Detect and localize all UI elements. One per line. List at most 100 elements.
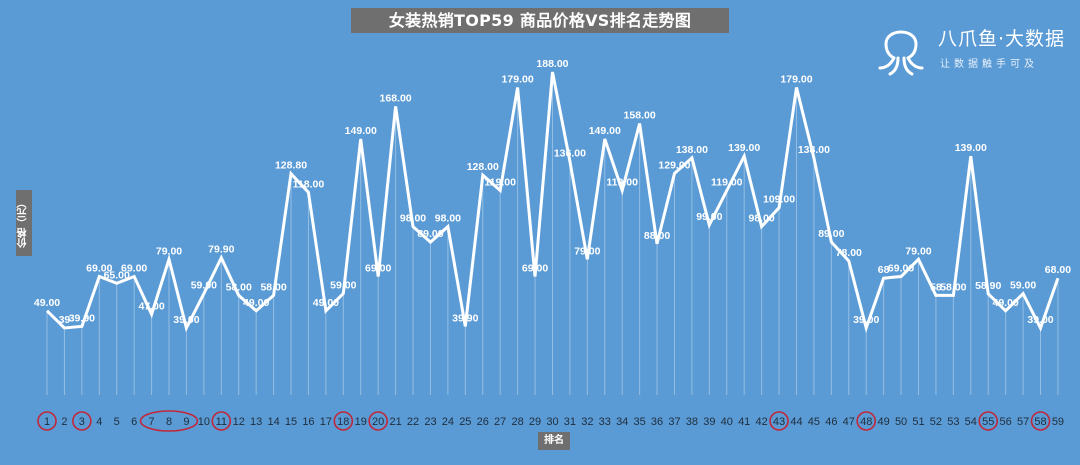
data-label: 69.00 bbox=[86, 262, 112, 274]
x-tick-label: 19 bbox=[355, 416, 367, 428]
data-label: 158.00 bbox=[624, 110, 656, 122]
data-label: 39.90 bbox=[452, 312, 478, 324]
data-label: 98.00 bbox=[435, 213, 461, 225]
data-label: 58 bbox=[930, 281, 942, 293]
x-tick-label: 8 bbox=[166, 416, 172, 428]
rank-highlight-circle bbox=[37, 411, 57, 431]
data-label: 128.80 bbox=[275, 160, 307, 172]
x-tick-label: 25 bbox=[459, 416, 471, 428]
x-tick-label: 59 bbox=[1052, 416, 1064, 428]
data-label: 149.00 bbox=[345, 125, 377, 137]
x-tick-label: 33 bbox=[599, 416, 611, 428]
price-line bbox=[45, 71, 1060, 334]
x-tick-label: 38 bbox=[686, 416, 698, 428]
x-tick-label: 46 bbox=[825, 416, 837, 428]
data-label: 79.90 bbox=[208, 244, 234, 256]
data-label: 98.00 bbox=[400, 213, 426, 225]
data-label: 118.00 bbox=[293, 178, 325, 190]
x-tick-label: 47 bbox=[843, 416, 855, 428]
data-label: 39.90 bbox=[69, 312, 95, 324]
x-tick-label: 26 bbox=[477, 416, 489, 428]
data-label: 59.00 bbox=[330, 280, 356, 292]
data-label: 68 bbox=[878, 264, 890, 276]
data-label: 79.00 bbox=[905, 245, 931, 257]
octopus-icon bbox=[878, 30, 924, 76]
rank-highlight-circle bbox=[1030, 411, 1051, 431]
data-label: 179.00 bbox=[780, 73, 812, 85]
x-tick-label: 51 bbox=[912, 416, 924, 428]
data-label: 119.00 bbox=[711, 177, 743, 189]
rank-highlight-circle bbox=[368, 411, 388, 431]
rank-highlight-circle bbox=[333, 411, 354, 431]
x-axis-label: 排名 bbox=[538, 432, 570, 450]
data-label: 188.00 bbox=[536, 58, 568, 70]
x-tick-label: 56 bbox=[1000, 416, 1012, 428]
data-label: 129.00 bbox=[658, 159, 690, 171]
x-tick-label: 52 bbox=[930, 416, 942, 428]
data-label: 68.00 bbox=[1045, 264, 1071, 276]
x-tick-label: 3 bbox=[79, 416, 85, 428]
rank-highlight-circle bbox=[769, 411, 789, 431]
x-tick-label: 17 bbox=[320, 416, 332, 428]
x-tick-label: 28 bbox=[511, 416, 523, 428]
x-tick-label: 57 bbox=[1017, 416, 1029, 428]
data-label: 65.00 bbox=[104, 269, 130, 281]
data-label: 69.00 bbox=[121, 262, 147, 274]
x-tick-label: 36 bbox=[651, 416, 663, 428]
x-tick-label: 14 bbox=[267, 416, 279, 428]
x-tick-label: 4 bbox=[96, 416, 102, 428]
data-label: 39.00 bbox=[173, 314, 199, 326]
x-tick-label: 5 bbox=[114, 416, 120, 428]
data-label: 88.00 bbox=[644, 230, 670, 242]
x-tick-label: 15 bbox=[285, 416, 297, 428]
x-tick-label: 37 bbox=[668, 416, 680, 428]
data-label: 168.00 bbox=[380, 92, 412, 104]
data-label: 58.00 bbox=[260, 281, 286, 293]
x-tick-label: 18 bbox=[337, 416, 349, 428]
data-label: 58.00 bbox=[226, 281, 252, 293]
data-label: 89.00 bbox=[818, 228, 844, 240]
data-label: 128.00 bbox=[467, 161, 499, 173]
x-tick-label: 49 bbox=[878, 416, 890, 428]
brand-name: 八爪鱼·大数据 bbox=[938, 28, 1066, 50]
x-tick-label: 24 bbox=[442, 416, 454, 428]
x-tick-label: 7 bbox=[149, 416, 155, 428]
x-tick-label: 58 bbox=[1034, 416, 1046, 428]
data-label: 47.00 bbox=[138, 300, 164, 312]
data-label: 149.00 bbox=[589, 125, 621, 137]
data-label: 39.00 bbox=[1027, 314, 1053, 326]
data-label: 69.00 bbox=[888, 262, 914, 274]
data-label: 49.00 bbox=[993, 297, 1019, 309]
data-label: 39 bbox=[59, 314, 71, 326]
data-label: 179.00 bbox=[502, 73, 534, 85]
x-tick-label: 20 bbox=[372, 416, 384, 428]
x-tick-label: 53 bbox=[947, 416, 959, 428]
x-tick-label: 45 bbox=[808, 416, 820, 428]
rank-highlight-circle bbox=[72, 411, 92, 431]
x-tick-label: 35 bbox=[633, 416, 645, 428]
data-label: 59.00 bbox=[191, 280, 217, 292]
chart-title: 女装热销TOP59 商品价格VS排名走势图 bbox=[351, 8, 729, 33]
x-tick-label: 32 bbox=[581, 416, 593, 428]
data-label: 119.00 bbox=[606, 177, 638, 189]
data-label: 99.00 bbox=[696, 211, 722, 223]
data-label: 49.00 bbox=[243, 297, 269, 309]
rank-highlight-circle bbox=[978, 411, 999, 431]
data-label: 119.00 bbox=[484, 177, 516, 189]
data-label: 49.00 bbox=[313, 297, 339, 309]
data-label: 138.00 bbox=[676, 144, 708, 156]
data-label: 138.00 bbox=[798, 144, 830, 156]
x-tick-label: 10 bbox=[198, 416, 210, 428]
x-tick-label: 16 bbox=[302, 416, 314, 428]
brand-tagline: 让数据触手可及 bbox=[940, 59, 1038, 70]
data-label: 49.00 bbox=[34, 297, 60, 309]
x-tick-label: 29 bbox=[529, 416, 541, 428]
data-label: 109.00 bbox=[763, 194, 795, 206]
data-label: 98.00 bbox=[748, 213, 774, 225]
data-label: 58.90 bbox=[975, 280, 1001, 292]
x-tick-label: 39 bbox=[703, 416, 715, 428]
data-label: 39.00 bbox=[853, 314, 879, 326]
x-tick-label: 40 bbox=[721, 416, 733, 428]
data-label: 139.00 bbox=[955, 142, 987, 154]
x-tick-label: 6 bbox=[131, 416, 137, 428]
